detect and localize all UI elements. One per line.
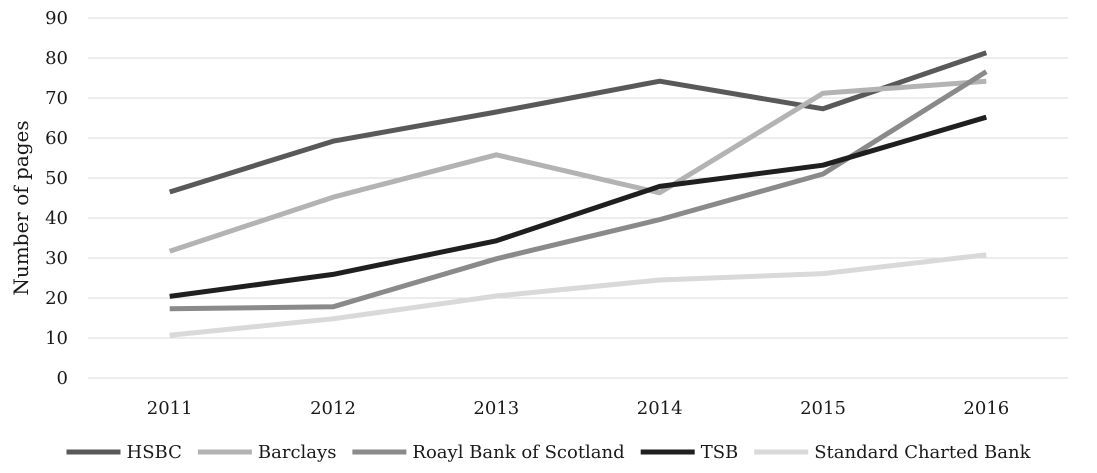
legend-item: TSB <box>640 442 739 463</box>
series-line-tsb <box>169 114 988 299</box>
legend-item: Roayl Bank of Scotland <box>352 442 625 463</box>
y-tick-label: 90 <box>45 8 68 29</box>
legend-item: HSBC <box>66 442 182 463</box>
y-tick-label: 30 <box>45 248 68 269</box>
x-tick-label: 2011 <box>147 398 193 419</box>
legend: HSBC Barclays Roayl Bank of Scotland TSB Sta… <box>66 442 1032 463</box>
x-tick-label: 2012 <box>310 398 356 419</box>
y-axis-title: Number of pages <box>9 120 33 295</box>
gridlines <box>88 17 1068 379</box>
legend-item: Standard Charted Bank <box>754 442 1032 463</box>
y-tick-label: 40 <box>45 208 68 229</box>
series-line-hsbc <box>168 50 988 195</box>
y-tick-label: 70 <box>45 88 68 109</box>
x-tick-label: 2013 <box>473 398 519 419</box>
legend-label: Standard Charted Bank <box>814 442 1031 463</box>
legend-label: TSB <box>701 442 739 463</box>
x-tick-label: 2014 <box>637 398 683 419</box>
y-tick-label: 20 <box>45 288 68 309</box>
y-axis-ticks: 0 10 20 30 40 50 60 70 80 90 <box>45 8 68 389</box>
legend-label: Roayl Bank of Scotland <box>412 442 624 463</box>
x-tick-label: 2015 <box>800 398 846 419</box>
legend-item: Barclays <box>197 442 337 463</box>
legend-label: HSBC <box>127 442 182 463</box>
y-tick-label: 60 <box>45 128 68 149</box>
x-axis-ticks: 2011 2012 2013 2014 2015 2016 <box>147 398 1009 419</box>
series-line-roayl-bank-of-scotland <box>169 69 988 312</box>
y-tick-label: 80 <box>45 48 68 69</box>
legend-label: Barclays <box>258 442 337 463</box>
y-tick-label: 10 <box>45 328 68 349</box>
y-tick-label: 50 <box>45 168 68 189</box>
series-lines <box>168 50 988 338</box>
x-tick-label: 2016 <box>963 398 1009 419</box>
y-tick-label: 0 <box>57 368 68 389</box>
series-line-barclays <box>168 78 987 254</box>
series-line-standard-charted-bank <box>169 252 987 338</box>
